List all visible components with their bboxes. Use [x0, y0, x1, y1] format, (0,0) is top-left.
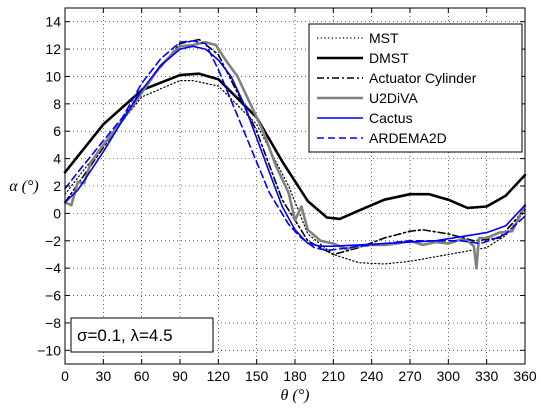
legend-item: DMST — [317, 50, 409, 66]
x-tick-label: 300 — [437, 368, 461, 384]
legend-box — [308, 23, 523, 153]
legend-item: ARDEMA2D — [317, 130, 447, 146]
x-tick-label: 150 — [245, 368, 269, 384]
series-line-mst — [64, 79, 526, 265]
x-tick-label: 180 — [283, 368, 307, 384]
x-tick-label: 270 — [398, 368, 422, 384]
legend-item: U2DiVA — [317, 90, 418, 106]
legend-label: U2DiVA — [369, 90, 418, 106]
y-tick-label: 8 — [53, 96, 61, 112]
x-tick-label: 210 — [322, 368, 346, 384]
y-tick-label: 12 — [45, 41, 61, 57]
x-tick-label: 60 — [134, 368, 150, 384]
y-tick-label: 6 — [53, 123, 61, 139]
legend-label: DMST — [369, 50, 409, 66]
y-tick-label: −6 — [45, 288, 61, 304]
series-line-u2diva — [63, 40, 527, 270]
annotation-box — [70, 317, 214, 353]
y-axis-title: α (°) — [9, 178, 38, 195]
x-tick-label: 240 — [360, 368, 384, 384]
annotation-text: σ=0.1, λ=4.5 — [77, 326, 173, 345]
y-tick-label: 4 — [53, 151, 61, 167]
y-tick-label: −8 — [45, 315, 61, 331]
x-tick-label: 0 — [61, 368, 69, 384]
series-line-dmst — [63, 72, 527, 221]
axis-ticks: 0 30 60 90 120 150 180 210 240 270 300 330 360−10−8−… — [37, 8, 537, 384]
x-tick-label: 360 — [513, 368, 537, 384]
x-tick-label: 30 — [96, 368, 112, 384]
y-tick-label: −4 — [45, 260, 61, 276]
legend-label: Actuator Cylinder — [369, 70, 477, 86]
series-line-ardema2d — [64, 40, 526, 252]
y-tick-label: 10 — [45, 68, 61, 84]
y-tick-label: −2 — [45, 233, 61, 249]
legend-label: Cactus — [369, 110, 413, 126]
series-lines — [63, 38, 527, 270]
x-tick-label: 330 — [475, 368, 499, 384]
legend-label: MST — [369, 30, 399, 46]
x-axis-title: θ (°) — [281, 387, 310, 404]
legend-item: Cactus — [317, 110, 413, 126]
legend-label: ARDEMA2D — [369, 130, 447, 146]
legend: MST DMST Actuator Cylinder U2DiVA Cactus ARDE… — [308, 23, 523, 153]
y-tick-label: 2 — [53, 178, 61, 194]
legend-item: MST — [317, 30, 399, 46]
grid-lines — [65, 8, 525, 364]
legend-item: Actuator Cylinder — [317, 70, 477, 86]
x-tick-label: 120 — [207, 368, 231, 384]
y-tick-label: −10 — [37, 342, 61, 358]
parameter-annotation: σ=0.1, λ=4.5 — [70, 317, 214, 353]
y-tick-label: 0 — [53, 205, 61, 221]
x-tick-label: 90 — [172, 368, 188, 384]
y-tick-label: 14 — [45, 14, 61, 30]
